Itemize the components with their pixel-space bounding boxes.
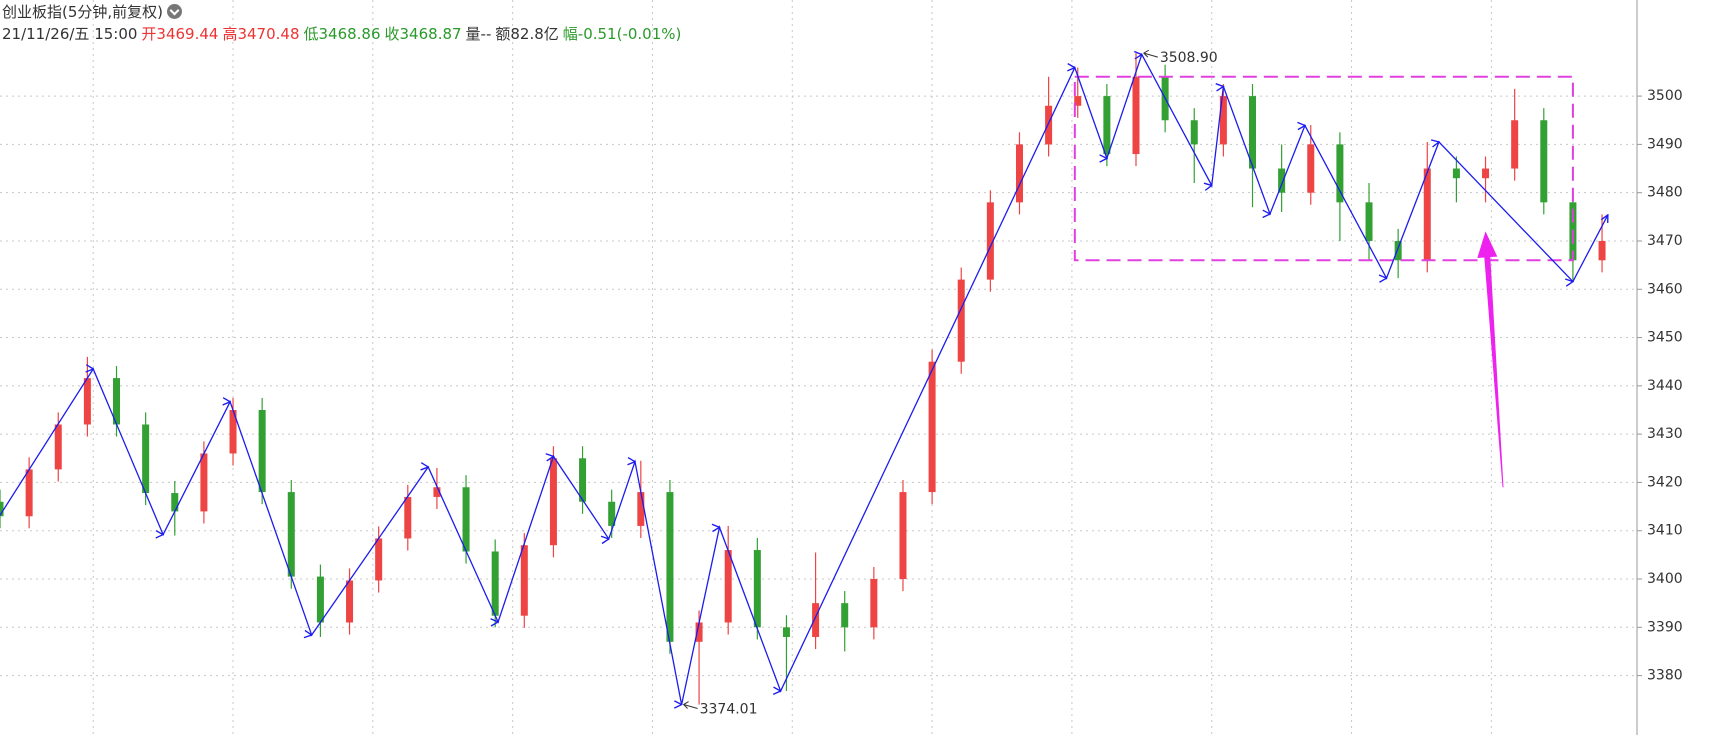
info-item: 低3468.86 (303, 25, 381, 43)
annotation-pointer (1143, 49, 1158, 58)
candle-body (666, 492, 674, 642)
candle-body (782, 627, 790, 637)
y-tick-label: 3400 (1647, 571, 1683, 587)
info-item: 额82.8亿 (495, 25, 559, 43)
y-tick-label: 3480 (1647, 185, 1683, 201)
dropdown-icon[interactable] (167, 4, 183, 19)
candle-body (899, 492, 907, 580)
candle-body (1511, 120, 1519, 169)
info-item: 21/11/26/五 15:00 (2, 25, 138, 43)
candle-body (142, 424, 150, 494)
candle-body (404, 496, 412, 539)
annotation-pointer (682, 701, 698, 710)
candle-body (1394, 240, 1402, 261)
pointer-arrow (1477, 231, 1504, 488)
y-tick-label: 3380 (1647, 668, 1683, 684)
candle-body (54, 424, 62, 470)
y-tick-label: 3490 (1647, 136, 1683, 152)
info-item: 收3468.87 (384, 25, 462, 43)
candle-body (724, 550, 732, 623)
y-tick-label: 3420 (1647, 474, 1683, 490)
candle-body (200, 453, 208, 512)
candle-body (171, 493, 179, 512)
info-item: 开3469.44 (141, 25, 219, 43)
candle-body (957, 279, 965, 362)
candle-body (346, 580, 354, 623)
candle-body (1015, 144, 1023, 203)
candle-body (520, 545, 528, 616)
candle-body (1103, 96, 1111, 155)
candle-body (1190, 120, 1198, 145)
candle-body (928, 361, 936, 493)
y-tick-label: 3500 (1647, 88, 1683, 104)
y-tick-label: 3430 (1647, 426, 1683, 442)
y-tick-label: 3390 (1647, 619, 1683, 635)
annotation-label: 3508.90 (1160, 50, 1218, 66)
candle-body (637, 492, 645, 526)
candle-body (1045, 105, 1053, 145)
candle-body (753, 550, 761, 628)
candle-body (491, 551, 499, 616)
candle-body (1482, 168, 1490, 179)
candle-body (25, 469, 33, 517)
candle-body (258, 409, 266, 493)
candle-body (0, 501, 4, 517)
candle-body (462, 487, 470, 552)
annotation-label: 3374.01 (700, 702, 758, 718)
candle-body (83, 378, 91, 425)
y-tick-label: 3470 (1647, 233, 1683, 249)
y-tick-label: 3440 (1647, 378, 1683, 394)
candle-body (1132, 76, 1140, 155)
info-item: 幅-0.51(-0.01%) (562, 25, 682, 43)
candle-body (549, 458, 557, 546)
candle-body (287, 492, 295, 577)
zigzag-line (0, 55, 1608, 705)
info-item: 量-- (465, 25, 492, 43)
y-tick-label: 3410 (1647, 523, 1683, 539)
candle-body (870, 579, 878, 628)
candle-body (1365, 202, 1373, 241)
info-item: 高3470.48 (222, 25, 300, 43)
range-box (1073, 75, 1574, 262)
candle-body (1307, 144, 1315, 193)
candle-body (316, 576, 324, 623)
header: 创业板指(5分钟,前复权) 21/11/26/五 15:00 开3469.44 高3… (2, 1, 685, 45)
chart-title: 创业板指(5分钟,前复权) (2, 3, 164, 21)
candle-body (1598, 240, 1606, 261)
candle-body (375, 538, 383, 581)
candle-body (1452, 168, 1460, 179)
info-line: 21/11/26/五 15:00 开3469.44 高3470.48 低3468.86… (2, 23, 685, 45)
candle-body (1540, 120, 1548, 203)
candle-body (812, 603, 820, 637)
candle-body (841, 603, 849, 628)
y-tick-label: 3450 (1647, 330, 1683, 346)
candle-body (1423, 168, 1431, 261)
candle-body (1336, 144, 1344, 203)
y-tick-label: 3460 (1647, 281, 1683, 297)
